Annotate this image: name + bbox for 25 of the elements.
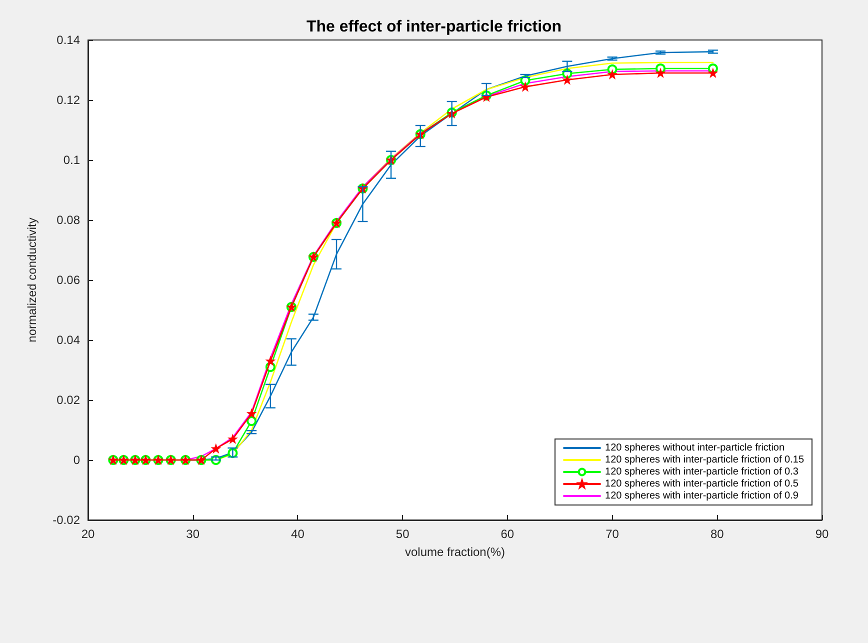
chart-title: The effect of inter-particle friction: [306, 18, 562, 36]
x-tick-label: 50: [396, 527, 410, 541]
y-tick-label: 0.1: [63, 153, 80, 167]
x-tick-label: 30: [186, 527, 200, 541]
x-tick-label: 20: [81, 527, 95, 541]
legend-label: 120 spheres without inter-particle friction: [605, 442, 785, 454]
legend-label: 120 spheres with inter-particle friction of 0.5: [605, 478, 799, 490]
y-tick-label: 0: [73, 453, 80, 467]
y-tick-label: 0.04: [56, 333, 80, 347]
x-tick-label: 70: [606, 527, 620, 541]
y-tick-label: 0.08: [56, 213, 80, 227]
legend-label: 120 spheres with inter-particle friction of 0.3: [605, 466, 799, 478]
y-tick-label: 0.12: [56, 93, 80, 107]
y-tick-label: 0.06: [56, 273, 80, 287]
y-tick-label: -0.02: [52, 513, 80, 527]
x-tick-label: 80: [710, 527, 724, 541]
y-axis-title: normalized conductivity: [25, 218, 39, 342]
y-tick-label: 0.14: [56, 33, 80, 47]
x-tick-label: 40: [291, 527, 305, 541]
x-tick-label: 60: [500, 527, 514, 541]
legend-label: 120 spheres with inter-particle friction of 0.15: [605, 454, 804, 466]
x-axis-title: volume fraction(%): [404, 545, 506, 559]
x-tick-label: 90: [815, 527, 829, 541]
y-tick-label: 0.02: [56, 393, 80, 407]
legend-label: 120 spheres with inter-particle friction of 0.9: [605, 490, 799, 502]
